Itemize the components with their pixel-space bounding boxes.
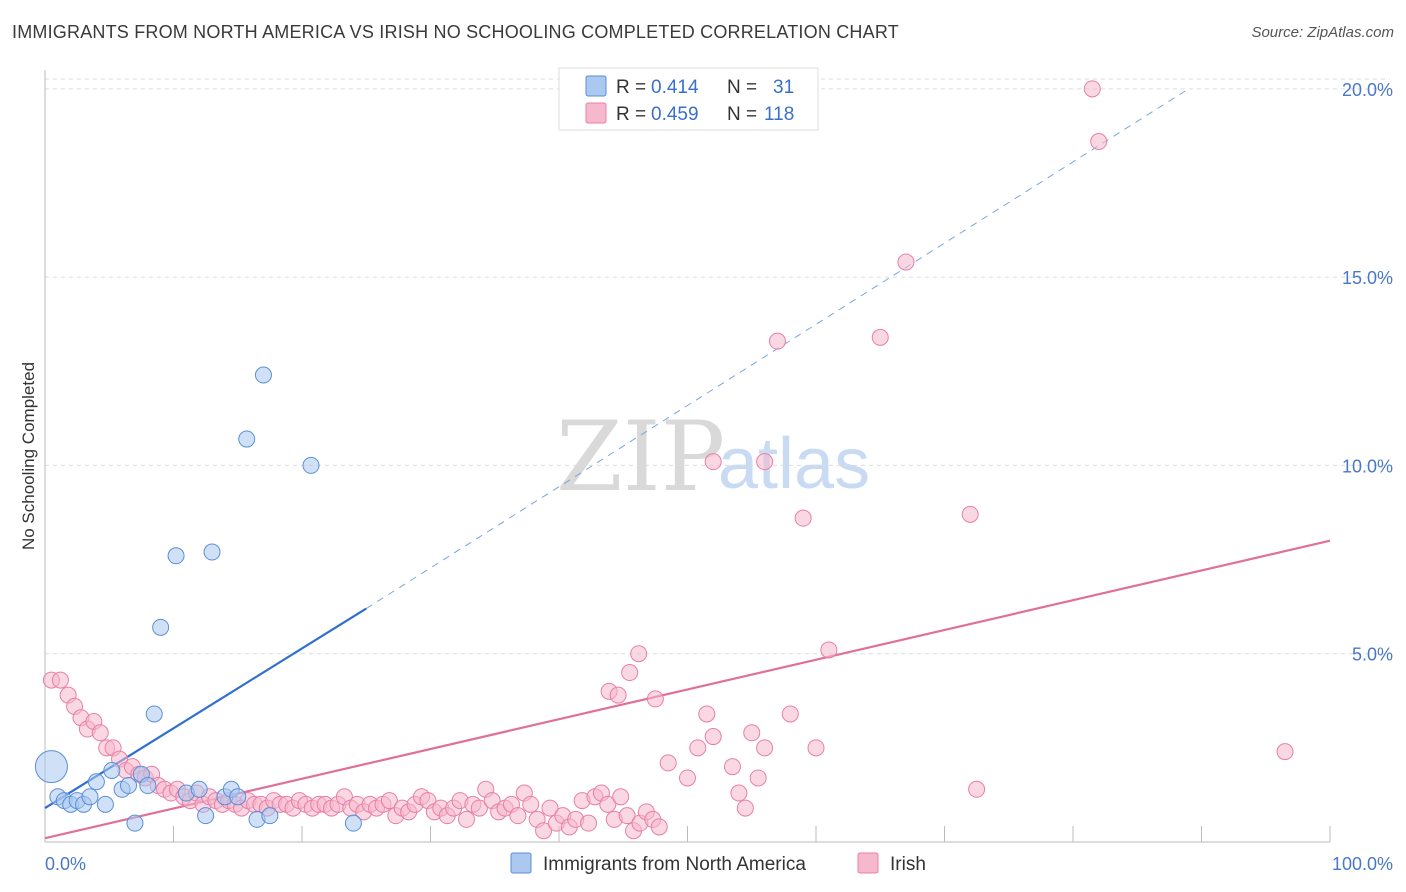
grid-lines — [45, 78, 1390, 655]
point-irish — [704, 728, 722, 746]
point-irish — [457, 810, 475, 828]
legend: R = 0.414 N = 31 R = 0.459 N = 118 — [558, 67, 819, 131]
point-immigrants — [152, 618, 170, 636]
point-irish — [781, 705, 799, 723]
y-axis-label: No Schooling Completed — [19, 362, 38, 550]
point-irish — [522, 795, 540, 813]
point-immigrants — [197, 807, 215, 825]
x-tick-label: 100.0% — [1332, 854, 1393, 874]
point-immigrants — [145, 705, 163, 723]
point-irish — [871, 328, 889, 346]
point-irish — [470, 799, 488, 817]
point-irish — [736, 799, 754, 817]
legend-n-label: N = — [727, 77, 757, 98]
point-irish — [756, 739, 774, 757]
point-irish — [609, 686, 627, 704]
trend-line-irish — [44, 539, 1331, 840]
point-immigrants — [229, 788, 247, 806]
legend-n-value: 118 — [764, 104, 794, 125]
point-immigrants — [203, 543, 221, 561]
point-immigrants — [120, 777, 138, 795]
bottom-legend-label-immigrants: Immigrants from North America — [543, 854, 806, 875]
point-irish — [679, 769, 696, 787]
source-credit: Source: ZipAtlas.com — [1251, 24, 1394, 41]
point-irish — [612, 788, 630, 806]
legend-n-value: 31 — [773, 77, 794, 98]
point-irish — [820, 641, 838, 659]
point-immigrants — [81, 788, 99, 806]
point-immigrants — [34, 750, 68, 784]
bottom-legend-swatch-irish — [857, 852, 879, 874]
bottom-legend-label-irish: Irish — [890, 854, 926, 875]
point-irish — [756, 453, 774, 471]
point-immigrants — [96, 795, 114, 813]
y-tick-label: 15.0% — [1342, 268, 1393, 288]
point-immigrants — [87, 773, 105, 791]
point-immigrants — [261, 807, 279, 825]
point-irish — [1276, 743, 1294, 761]
chart-title: IMMIGRANTS FROM NORTH AMERICA VS IRISH N… — [12, 22, 899, 42]
legend-n-label: N = — [727, 104, 757, 125]
point-irish — [541, 799, 559, 817]
point-irish — [807, 739, 825, 757]
legend-swatch-irish — [585, 102, 607, 124]
point-irish — [621, 664, 639, 682]
legend-swatch-immigrants — [585, 75, 607, 97]
point-irish — [618, 807, 636, 825]
bottom-legend: Immigrants from North America Irish — [510, 852, 926, 875]
y-tick-label: 20.0% — [1342, 80, 1393, 100]
y-tick-label: 5.0% — [1352, 645, 1393, 665]
point-irish — [51, 671, 69, 689]
point-immigrants — [190, 780, 208, 798]
point-irish — [580, 814, 598, 832]
point-irish — [509, 807, 527, 825]
point-irish — [650, 818, 668, 836]
point-irish — [630, 645, 648, 663]
point-irish — [380, 792, 398, 810]
legend-r-label: R = — [616, 77, 646, 98]
point-immigrants — [139, 777, 157, 795]
x-tick-labels: 0.0% 100.0% — [45, 854, 1393, 874]
point-irish — [723, 758, 741, 776]
y-tick-label: 10.0% — [1342, 456, 1393, 476]
bottom-legend-swatch-immigrants — [510, 852, 532, 874]
point-irish — [689, 739, 707, 757]
point-irish — [1090, 133, 1108, 151]
point-irish — [1083, 80, 1101, 98]
x-tick-label: 0.0% — [45, 854, 86, 874]
point-irish — [91, 724, 109, 742]
point-immigrants — [103, 761, 121, 779]
point-irish — [704, 453, 722, 471]
legend-r-value: 0.414 — [651, 77, 699, 98]
point-irish — [968, 780, 986, 798]
point-immigrants — [344, 814, 362, 832]
point-irish — [768, 332, 786, 350]
point-irish — [646, 690, 664, 708]
axes — [44, 70, 1331, 843]
watermark-atlas: atlas — [718, 424, 870, 504]
watermark-zip: ZIP — [556, 401, 725, 513]
point-irish — [794, 509, 812, 527]
y-tick-labels: 5.0% 10.0% 15.0% 20.0% — [1342, 80, 1393, 665]
point-irish — [698, 705, 716, 723]
point-irish — [961, 505, 979, 523]
point-immigrants — [238, 430, 256, 448]
point-irish — [535, 822, 553, 840]
point-irish — [659, 754, 677, 772]
point-immigrants — [167, 547, 185, 565]
point-irish — [743, 724, 761, 742]
data-points — [34, 80, 1294, 840]
point-immigrants — [302, 456, 320, 474]
point-irish — [749, 769, 767, 787]
point-irish — [730, 784, 748, 802]
point-irish — [897, 253, 915, 271]
point-immigrants — [126, 814, 144, 832]
point-irish — [599, 795, 617, 813]
legend-r-value: 0.459 — [651, 104, 699, 125]
legend-r-label: R = — [616, 104, 646, 125]
point-immigrants — [254, 366, 272, 384]
